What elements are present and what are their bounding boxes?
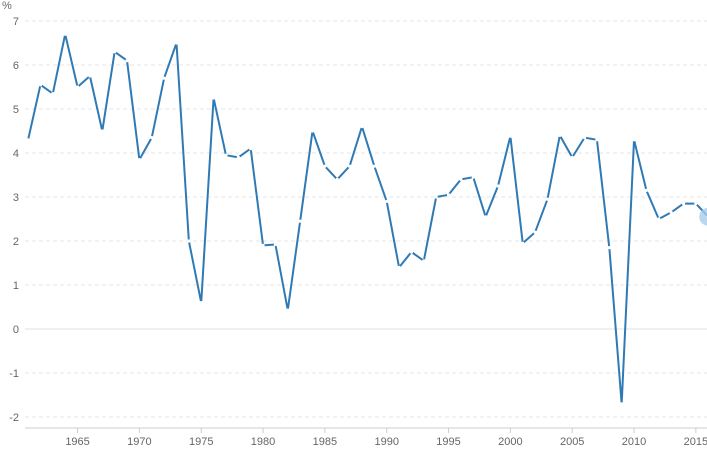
data-point <box>632 138 636 142</box>
x-tick-label: 1990 <box>374 436 398 448</box>
x-tick-label: 2000 <box>498 436 522 448</box>
data-point <box>323 164 327 168</box>
data-point <box>508 134 512 138</box>
y-tick-label: -1 <box>9 368 19 380</box>
data-point <box>409 250 414 254</box>
y-tick-label: 4 <box>13 148 19 160</box>
data-point <box>26 138 30 142</box>
data-point <box>484 215 488 219</box>
data-point <box>620 402 624 406</box>
data-point <box>360 125 364 129</box>
highlight-marker-halo <box>699 207 707 226</box>
data-point <box>669 210 673 214</box>
data-point <box>310 129 315 133</box>
data-point <box>335 177 339 181</box>
data-point <box>521 241 525 245</box>
x-tick-label: 2005 <box>560 436 584 448</box>
data-point <box>385 199 389 203</box>
data-point <box>63 32 67 36</box>
data-point <box>681 202 686 206</box>
y-axis-unit-label: % <box>2 0 12 12</box>
data-point <box>224 153 228 157</box>
y-tick-label: 6 <box>13 60 19 72</box>
data-point <box>607 246 611 250</box>
y-tick-label: -2 <box>9 412 19 424</box>
data-point <box>187 239 191 243</box>
data-point <box>446 193 451 197</box>
data-point <box>422 259 426 263</box>
y-tick-label: 3 <box>13 192 19 204</box>
data-point <box>273 242 278 247</box>
data-point <box>125 59 129 63</box>
data-point <box>298 219 302 223</box>
data-point <box>582 136 587 140</box>
x-tick-label: 1980 <box>251 436 275 448</box>
data-point <box>595 138 599 142</box>
x-tick-label: 1995 <box>436 436 460 448</box>
data-point <box>434 195 438 199</box>
data-point <box>657 217 661 221</box>
x-tick-label: 2015 <box>684 436 707 448</box>
data-point <box>397 265 401 269</box>
data-point <box>644 188 649 192</box>
data-point <box>162 76 166 80</box>
y-tick-label: 7 <box>13 16 19 28</box>
data-point <box>471 175 475 179</box>
data-point <box>150 136 154 140</box>
x-tick-label: 1985 <box>313 436 337 448</box>
data-point <box>694 202 698 206</box>
y-tick-label: 2 <box>13 236 19 248</box>
data-point <box>88 74 92 78</box>
data-point <box>236 155 240 159</box>
data-point <box>51 92 55 96</box>
y-tick-label: 5 <box>13 104 19 116</box>
data-point <box>38 83 43 87</box>
x-tick-label: 2010 <box>622 436 646 448</box>
data-point <box>211 96 216 100</box>
data-point <box>137 158 141 162</box>
data-point <box>348 164 352 168</box>
data-point <box>249 147 253 151</box>
y-tick-label: 1 <box>13 280 19 292</box>
x-tick-label: 1975 <box>189 436 213 448</box>
data-point <box>533 230 537 234</box>
data-point <box>372 164 376 168</box>
data-point <box>174 41 179 45</box>
data-point <box>286 308 290 312</box>
x-tick-label: 1965 <box>65 436 89 448</box>
data-point <box>113 50 117 54</box>
data-point <box>558 133 562 137</box>
data-point <box>545 197 550 201</box>
data-point <box>459 177 463 181</box>
data-point <box>199 301 203 305</box>
x-tick-label: 1970 <box>127 436 151 448</box>
y-tick-label: 0 <box>13 324 19 336</box>
data-point <box>75 85 80 89</box>
data-point <box>100 129 104 133</box>
series-line <box>27 33 707 405</box>
data-point <box>496 184 500 188</box>
data-point <box>261 243 265 247</box>
data-point <box>570 155 574 159</box>
